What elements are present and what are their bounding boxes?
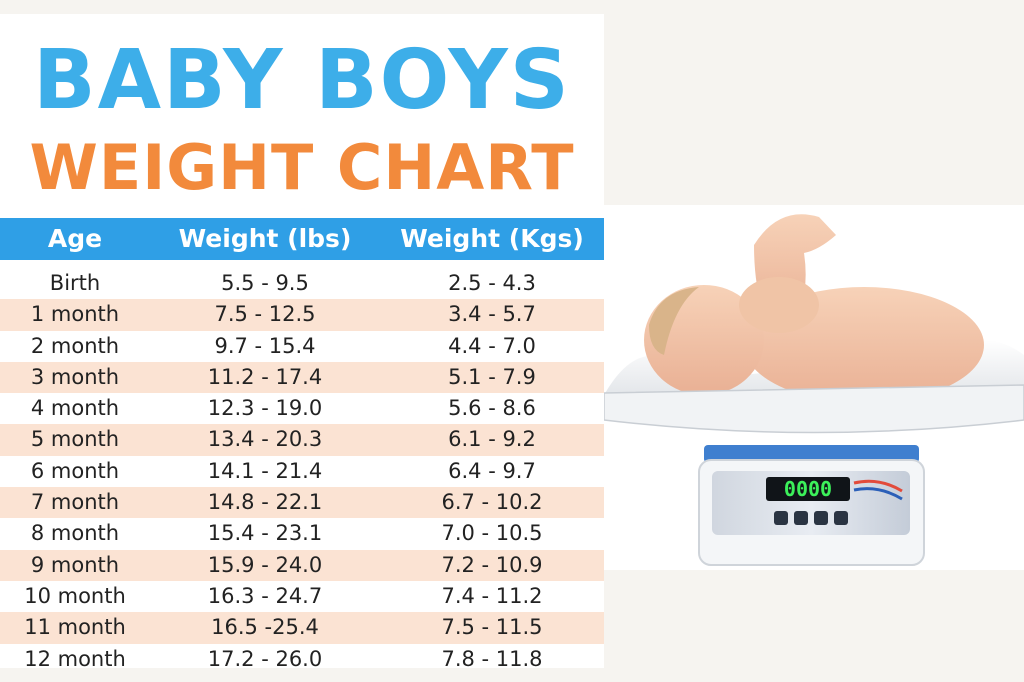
cell-weight-kgs: 2.5 - 4.3 (448, 271, 536, 295)
scale-button-3 (814, 511, 828, 525)
cell-weight-lbs: 14.1 - 21.4 (207, 458, 323, 483)
cell-weight-kgs: 5.1 - 7.9 (448, 364, 536, 389)
column-header-weight-lbs: Weight (lbs) (178, 224, 352, 253)
scale-display-reading: 0000 (784, 477, 832, 501)
cell-age: 5 month (30, 427, 120, 452)
table-row: 12 month 17.2 - 26.0 7.8 - 11.8 (0, 644, 604, 675)
cell-weight-lbs: 15.9 - 24.0 (207, 552, 323, 577)
cell-weight-kgs: 6.7 - 10.2 (441, 490, 543, 515)
cell-weight-kgs: 6.4 - 9.7 (448, 458, 536, 483)
cell-weight-kgs: 4.4 - 7.0 (448, 333, 536, 358)
scale-button-2 (794, 511, 808, 525)
cell-weight-lbs: 16.3 - 24.7 (207, 583, 323, 608)
column-header-age: Age (47, 224, 103, 253)
table-row: 1 month 7.5 - 12.5 3.4 - 5.7 (0, 299, 604, 331)
scale-base-top (704, 445, 919, 463)
table-row: 8 month 15.4 - 23.1 7.0 - 10.5 (0, 518, 604, 549)
baby-on-scale-illustration: 0000 (603, 214, 1024, 566)
cell-weight-lbs: 9.7 - 15.4 (214, 333, 316, 358)
baby-on-scale-photo: 0000 (603, 205, 1024, 570)
panel-stripe-blue (853, 487, 903, 501)
table-body: Birth 5.5 - 9.5 2.5 - 4.3 1 month 7.5 - 12.5… (0, 268, 604, 675)
table-row: 3 month 11.2 - 17.4 5.1 - 7.9 (0, 361, 604, 394)
panel-stripe-red (853, 479, 903, 493)
cell-age: Birth (49, 271, 101, 295)
cell-age: 9 month (30, 552, 120, 577)
cell-weight-lbs: 17.2 - 26.0 (207, 646, 323, 671)
cell-weight-lbs: 7.5 - 12.5 (214, 302, 316, 327)
chart-title-line1: BABY BOYS (33, 33, 571, 128)
cell-weight-kgs: 5.6 - 8.6 (448, 396, 536, 421)
cell-weight-lbs: 12.3 - 19.0 (207, 396, 323, 421)
cell-age: 11 month (24, 615, 126, 640)
table-row: Birth 5.5 - 9.5 2.5 - 4.3 (0, 268, 604, 299)
cell-weight-lbs: 11.2 - 17.4 (207, 364, 323, 389)
table-header: Age Weight (lbs) Weight (Kgs) (0, 218, 604, 260)
scale-display (766, 477, 850, 501)
cell-age: 10 month (24, 583, 126, 608)
column-header-weight-kgs: Weight (Kgs) (400, 224, 584, 253)
cell-weight-kgs: 6.1 - 9.2 (448, 427, 536, 452)
cell-age: 1 month (30, 302, 120, 327)
cell-weight-lbs: 13.4 - 20.3 (207, 427, 323, 452)
table-row: 2 month 9.7 - 15.4 4.4 - 7.0 (0, 331, 604, 362)
cell-weight-lbs: 15.4 - 23.1 (207, 521, 323, 546)
table-row: 10 month 16.3 - 24.7 7.4 - 11.2 (0, 581, 604, 612)
table-row: 7 month 14.8 - 22.1 6.7 - 10.2 (0, 487, 604, 519)
chart-title-line2: WEIGHT CHART (29, 131, 575, 204)
cell-age: 7 month (30, 490, 120, 515)
cell-weight-kgs: 7.2 - 10.9 (441, 552, 543, 577)
cell-weight-kgs: 7.4 - 11.2 (441, 583, 543, 608)
table-row: 6 month 14.1 - 21.4 6.4 - 9.7 (0, 456, 604, 487)
table-row: 11 month 16.5 -25.4 7.5 - 11.5 (0, 612, 604, 644)
scale-tray-front (603, 384, 1024, 434)
cell-age: 6 month (30, 458, 120, 483)
table-row: 5 month 13.4 - 20.3 6.1 - 9.2 (0, 424, 604, 456)
table-row: 9 month 15.9 - 24.0 7.2 - 10.9 (0, 549, 604, 581)
table-row: 4 month 12.3 - 19.0 5.6 - 8.6 (0, 393, 604, 424)
cell-age: 4 month (30, 396, 120, 421)
cell-weight-kgs: 7.0 - 10.5 (441, 521, 543, 546)
scale-button-4 (834, 511, 848, 525)
cell-weight-lbs: 16.5 -25.4 (211, 615, 319, 640)
cell-age: 2 month (30, 333, 120, 358)
baby-hair (649, 287, 699, 355)
cell-age: 12 month (24, 646, 126, 671)
scale-control-panel (712, 471, 910, 535)
cell-weight-lbs: 14.8 - 22.1 (207, 490, 323, 515)
cell-weight-kgs: 7.5 - 11.5 (441, 615, 543, 640)
cell-age: 8 month (30, 521, 120, 546)
baby-arm (739, 277, 819, 333)
cell-weight-kgs: 3.4 - 5.7 (448, 302, 536, 327)
scale-button-1 (774, 511, 788, 525)
cell-weight-kgs: 7.8 - 11.8 (441, 646, 543, 671)
cell-age: 3 month (30, 364, 120, 389)
cell-weight-lbs: 5.5 - 9.5 (221, 271, 309, 295)
weight-chart-card: BABY BOYS WEIGHT CHART Age Weight (lbs) … (0, 14, 604, 671)
